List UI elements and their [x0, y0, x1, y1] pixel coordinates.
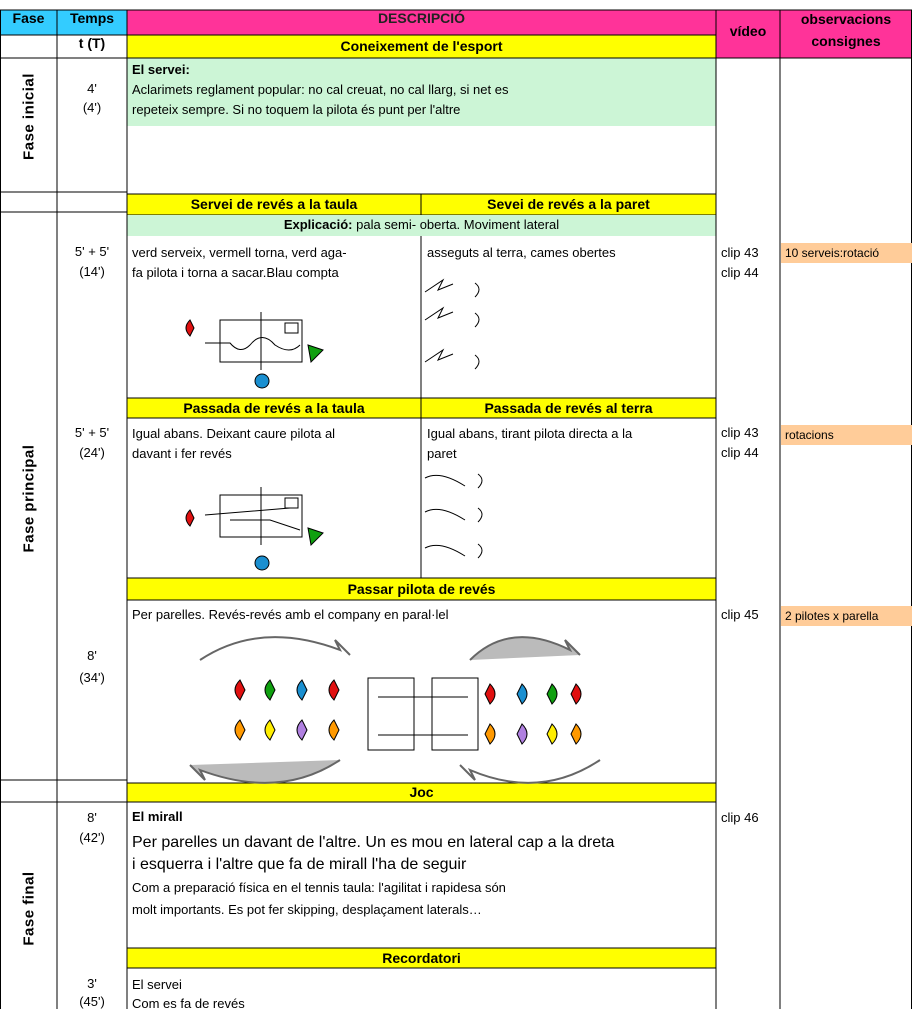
phase-label: Fase final — [20, 871, 38, 946]
text-line: verd serveix, vermell torna, verd aga- — [132, 245, 347, 260]
text-line: Com es fa de revés — [132, 996, 245, 1009]
time: (45') — [79, 994, 105, 1009]
text-line: molt importants. Es pot fer skipping, de… — [132, 902, 482, 917]
text-line: davant i fer revés — [132, 446, 232, 461]
activity-title: Passada de revés al terra — [484, 400, 653, 416]
time: (14') — [79, 264, 105, 279]
text-line: Per parelles un davant de l'altre. Un es… — [132, 834, 615, 851]
time: 8' — [87, 810, 97, 825]
temps-unit: t (T) — [78, 35, 106, 51]
explanation-text: pala semi- oberta. Moviment lateral — [356, 217, 560, 232]
activity-title: Sevei de revés a la paret — [487, 196, 650, 212]
video: clip 45 — [721, 607, 759, 622]
observation: rotacions — [781, 425, 912, 445]
text-line: paret — [427, 446, 457, 461]
heading: El mirall — [132, 809, 183, 824]
observation: 10 serveis:rotació — [781, 243, 912, 263]
header-consignes: consignes — [811, 33, 881, 49]
text-line: El servei — [132, 977, 182, 992]
text-line: Igual abans. Deixant caure pilota al — [132, 426, 336, 441]
time: 5' + 5' — [74, 244, 110, 259]
phase-label: Fase principal — [20, 444, 38, 553]
video: clip 43 — [721, 425, 759, 440]
video: clip 43 — [721, 245, 759, 260]
explanation: Explicació: pala semi- oberta. Moviment … — [127, 216, 716, 234]
time: (4') — [82, 100, 102, 115]
section-title: Recordatori — [382, 950, 461, 966]
heading: El servei: — [132, 62, 190, 77]
text-line: Aclarimets reglament popular: no cal cre… — [132, 82, 509, 97]
video: clip 46 — [721, 810, 759, 825]
activity-title: Servei de revés a la taula — [190, 196, 358, 212]
time: 4' — [87, 81, 97, 96]
activity-title: Passar pilota de revés — [347, 581, 496, 597]
header-descripcio: DESCRIPCIÓ — [377, 10, 466, 26]
video: clip 44 — [721, 445, 759, 460]
header-observacions: observacions — [800, 11, 892, 27]
text-line: repeteix sempre. Si no toquem la pilota … — [132, 102, 461, 117]
text-line: asseguts al terra, cames obertes — [427, 245, 616, 260]
phase-label: Fase inicial — [20, 73, 38, 160]
time: 5' + 5' — [74, 425, 110, 440]
video: clip 44 — [721, 265, 759, 280]
time: (24') — [79, 445, 105, 460]
explanation-bold: Explicació: — [283, 217, 353, 232]
text-line: i esquerra i l'altre que fa de mirall l'… — [132, 856, 467, 873]
section-title: Joc — [409, 784, 434, 800]
text-line: Igual abans, tirant pilota directa a la — [427, 426, 633, 441]
observation: 2 pilotes x parella — [781, 606, 912, 626]
header-fase: Fase — [12, 10, 45, 26]
time: (34') — [79, 670, 105, 685]
text-line: Per parelles. Revés-revés amb el company… — [132, 607, 449, 622]
section-title: Coneixement de l'esport — [340, 38, 503, 54]
text-line: Com a preparació física en el tennis tau… — [132, 880, 506, 895]
time: (42') — [79, 830, 105, 845]
activity-title: Passada de revés a la taula — [183, 400, 365, 416]
time: 3' — [87, 976, 97, 991]
time: 8' — [87, 648, 97, 663]
header-video: vídeo — [729, 23, 767, 39]
text-line: fa pilota i torna a sacar.Blau compta — [132, 265, 339, 280]
header-temps: Temps — [69, 10, 115, 26]
